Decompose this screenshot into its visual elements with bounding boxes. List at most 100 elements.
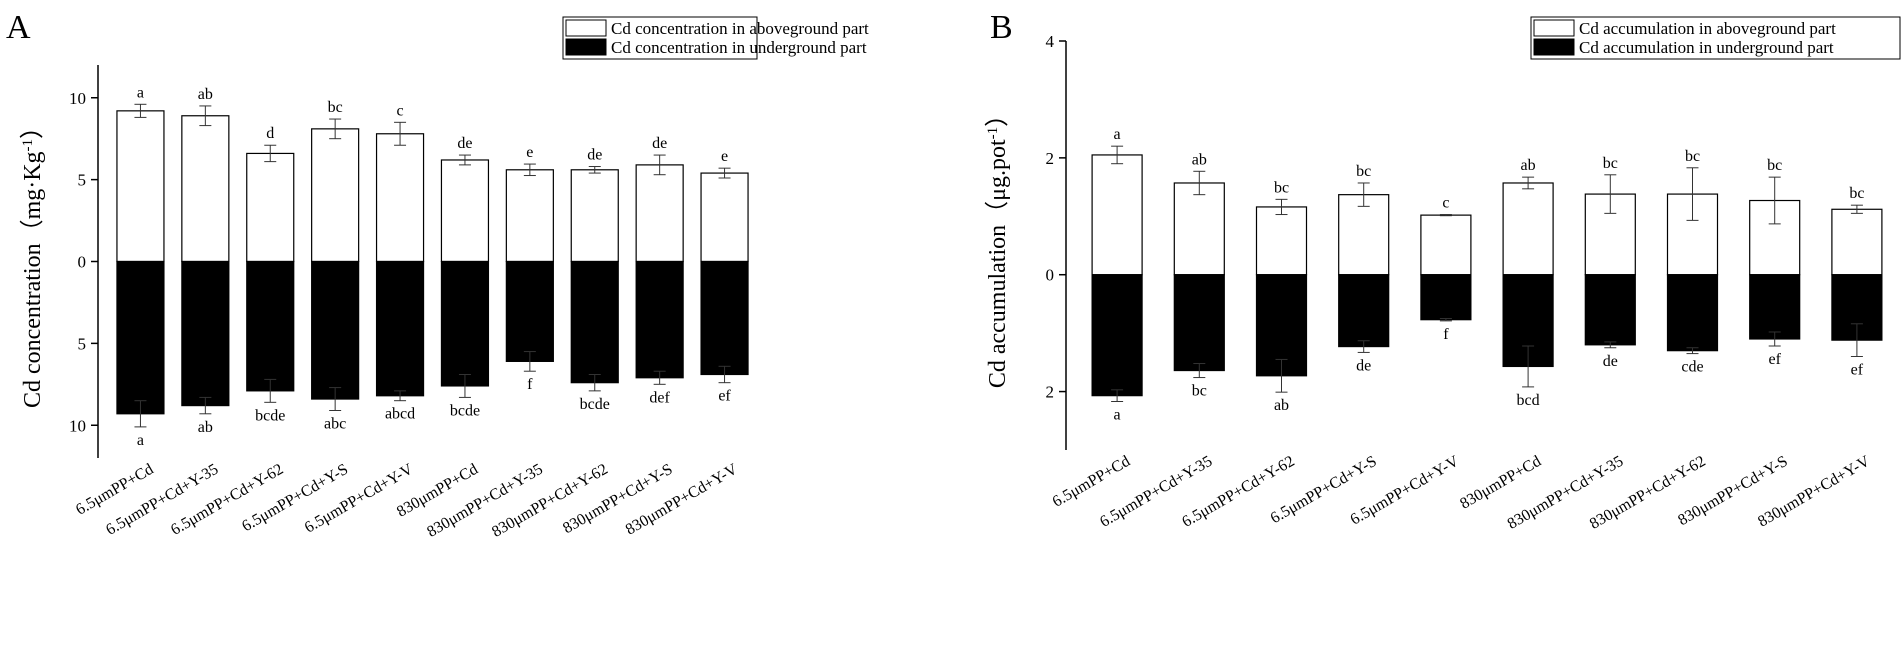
significance-letter: de: [652, 135, 667, 152]
y-axis-title: Cd accumulation（μg.pot-1）: [985, 103, 1011, 388]
significance-letter: ef: [1851, 362, 1864, 379]
bar-aboveground: [375, 133, 425, 263]
significance-letter: a: [137, 84, 144, 101]
significance-letter: f: [1443, 326, 1449, 343]
bar-aboveground: [505, 169, 554, 263]
bar-underground: [1420, 274, 1472, 321]
significance-letter: abcd: [385, 406, 415, 423]
category-label: 6.5μmPP+Cd+Y-35: [103, 461, 221, 539]
y-tick-label: 10: [69, 89, 86, 108]
y-tick-label: 10: [69, 416, 86, 435]
category-label: 830μmPP+Cd+Y-V: [623, 461, 741, 539]
bar-underground: [375, 260, 425, 397]
bar-aboveground: [1338, 194, 1390, 276]
significance-letter: ef: [1768, 351, 1781, 368]
significance-letter: de: [457, 135, 472, 152]
significance-letter: de: [1356, 357, 1371, 374]
significance-letter: de: [1603, 353, 1618, 370]
significance-letter: a: [1114, 126, 1121, 143]
bar-aboveground: [1420, 214, 1472, 276]
bar-underground: [505, 260, 554, 362]
bar-aboveground: [246, 152, 295, 263]
category-label: 6.5μmPP+Cd+Y-S: [239, 461, 351, 535]
bar-aboveground: [1091, 154, 1143, 276]
significance-letter: bc: [328, 99, 343, 116]
significance-letter: c: [396, 102, 403, 119]
bar-aboveground: [700, 172, 749, 263]
bar-aboveground: [440, 159, 490, 263]
significance-letter: d: [266, 125, 274, 142]
significance-letter: e: [721, 148, 728, 165]
significance-letter: bc: [1685, 148, 1700, 165]
significance-letter: bc: [1603, 155, 1618, 172]
bar-underground: [1584, 274, 1636, 346]
significance-letter: abc: [324, 416, 346, 433]
significance-letter: bcd: [1517, 392, 1540, 409]
panel-label: B: [990, 9, 1013, 46]
y-tick-label: 0: [78, 253, 87, 272]
y-tick-label: 4: [1046, 32, 1055, 51]
significance-letter: de: [587, 147, 602, 164]
bar-underground: [570, 260, 619, 384]
y-tick-label: 5: [78, 171, 87, 190]
y-axis-title: Cd concentration（mg·Kg-1）: [20, 115, 46, 408]
significance-letter: cde: [1681, 359, 1703, 376]
bar-aboveground: [181, 115, 230, 263]
bar-aboveground: [311, 128, 360, 263]
significance-letter: bcde: [580, 396, 610, 413]
bar-underground: [440, 260, 490, 387]
significance-letter: ab: [1521, 157, 1536, 174]
category-label: 830μmPP+Cd+Y-S: [560, 461, 675, 537]
significance-letter: bc: [1767, 157, 1782, 174]
bar-aboveground: [1173, 182, 1225, 276]
legend-label: Cd accumulation in aboveground part: [1579, 19, 1836, 38]
legend-swatch: [1533, 19, 1575, 37]
legend-label: Cd concentration in aboveground part: [611, 19, 869, 38]
significance-letter: bc: [1192, 383, 1207, 400]
legend-label: Cd concentration in underground part: [611, 38, 867, 57]
significance-letter: f: [527, 376, 533, 393]
y-tick-label: 5: [78, 334, 87, 353]
bar-aboveground: [1831, 208, 1883, 276]
category-label: 830μmPP+Cd+Y-35: [424, 461, 546, 541]
significance-letter: def: [649, 389, 670, 406]
bar-underground: [1338, 274, 1390, 348]
significance-letter: a: [1114, 407, 1121, 424]
significance-letter: ab: [198, 419, 213, 436]
significance-letter: bc: [1274, 179, 1289, 196]
legend-swatch: [565, 19, 607, 37]
legend-box: [1530, 16, 1901, 60]
legend-label: Cd accumulation in underground part: [1579, 38, 1834, 57]
significance-letter: e: [526, 144, 533, 161]
bar-aboveground: [635, 164, 684, 263]
significance-letter: ab: [198, 86, 213, 103]
bar-underground: [1666, 274, 1719, 352]
panel-label: A: [6, 9, 31, 46]
category-label: 6.5μmPP+Cd+Y-V: [302, 461, 417, 537]
significance-letter: c: [1442, 195, 1449, 212]
y-tick-label: 2: [1046, 383, 1055, 402]
bar-underground: [311, 260, 360, 400]
bar-underground: [1091, 274, 1143, 397]
y-tick-label: 0: [1046, 266, 1055, 285]
significance-letter: bc: [1849, 185, 1864, 202]
bar-underground: [116, 260, 165, 415]
bar-aboveground: [1502, 182, 1554, 276]
bar-underground: [635, 260, 684, 379]
bar-underground: [246, 260, 295, 392]
legend-swatch: [565, 38, 607, 56]
significance-letter: ab: [1192, 151, 1207, 168]
category-label: 6.5μmPP+Cd+Y-62: [168, 461, 286, 539]
significance-letter: a: [137, 432, 144, 449]
significance-letter: ef: [718, 388, 731, 405]
bar-aboveground: [116, 110, 165, 263]
bar-aboveground: [1255, 206, 1308, 276]
bar-underground: [181, 260, 230, 407]
significance-letter: bc: [1356, 163, 1371, 180]
significance-letter: ab: [1274, 397, 1289, 414]
bar-underground: [1749, 274, 1801, 340]
bar-underground: [700, 260, 749, 376]
bar-underground: [1173, 274, 1225, 372]
